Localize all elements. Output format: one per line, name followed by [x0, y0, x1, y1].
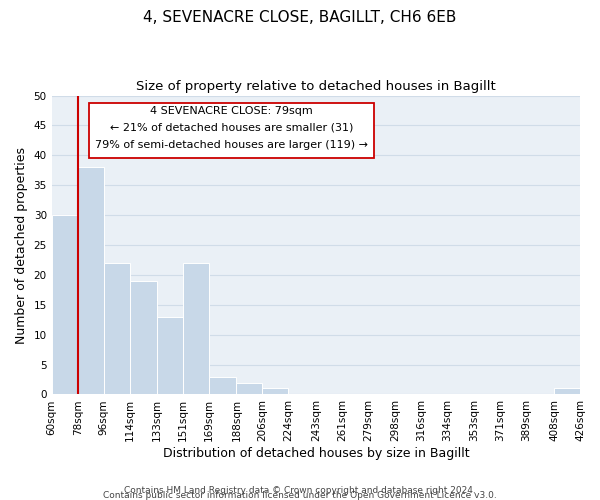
Bar	[262, 388, 289, 394]
FancyBboxPatch shape	[89, 103, 374, 158]
Title: Size of property relative to detached houses in Bagillt: Size of property relative to detached ho…	[136, 80, 496, 93]
Bar	[130, 281, 157, 394]
Bar	[104, 263, 130, 394]
Bar	[52, 215, 77, 394]
Text: 79% of semi-detached houses are larger (119) →: 79% of semi-detached houses are larger (…	[95, 140, 368, 150]
Bar	[183, 263, 209, 394]
Bar	[77, 168, 104, 394]
X-axis label: Distribution of detached houses by size in Bagillt: Distribution of detached houses by size …	[163, 447, 469, 460]
Bar	[157, 316, 183, 394]
Text: 4, SEVENACRE CLOSE, BAGILLT, CH6 6EB: 4, SEVENACRE CLOSE, BAGILLT, CH6 6EB	[143, 10, 457, 25]
Text: 4 SEVENACRE CLOSE: 79sqm: 4 SEVENACRE CLOSE: 79sqm	[150, 106, 313, 116]
Text: Contains HM Land Registry data © Crown copyright and database right 2024.: Contains HM Land Registry data © Crown c…	[124, 486, 476, 495]
Text: Contains public sector information licensed under the Open Government Licence v3: Contains public sector information licen…	[103, 490, 497, 500]
Bar	[209, 376, 236, 394]
Text: ← 21% of detached houses are smaller (31): ← 21% of detached houses are smaller (31…	[110, 122, 353, 132]
Bar	[554, 388, 580, 394]
Bar	[236, 382, 262, 394]
Y-axis label: Number of detached properties: Number of detached properties	[15, 146, 28, 344]
